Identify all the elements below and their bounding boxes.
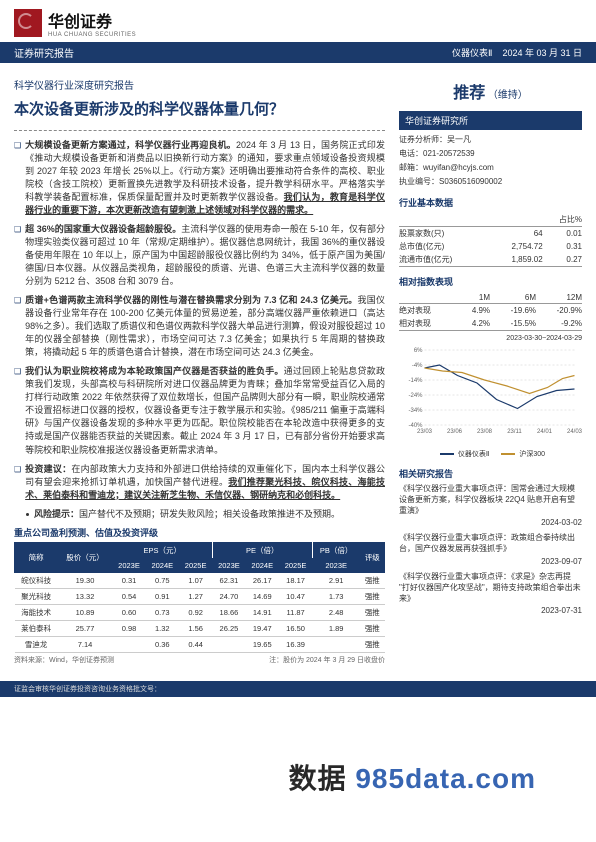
svg-text:23/06: 23/06	[447, 429, 463, 435]
svg-text:24/01: 24/01	[537, 429, 553, 435]
basic-table: 占比% 股票家数(只)640.01总市值(亿元)2,754.720.31流通市值…	[399, 213, 582, 267]
analyst-line: 邮箱：wuyifan@hcyjs.com	[399, 162, 582, 174]
table-note-l: 资料来源：Wind，华创证券预测	[14, 655, 114, 665]
reports-title: 相关研究报告	[399, 467, 582, 480]
title-bar: 证券研究报告 仪器仪表Ⅱ 2024 年 03 月 31 日	[0, 42, 596, 63]
logo-en: HUA CHUANG SECURITIES	[48, 32, 136, 38]
analyst-box-title: 华创证券研究所	[399, 111, 582, 130]
table-row: 雪迪龙7.140.360.4419.6516.39强推	[15, 637, 385, 653]
table-note-r: 注：股价为 2024 年 3 月 29 日收盘价	[269, 655, 385, 665]
divider	[14, 130, 385, 131]
bar-sector: 仪器仪表Ⅱ	[452, 46, 492, 59]
svg-text:-34%: -34%	[408, 408, 423, 414]
table-row: 海能技术10.890.600.730.9218.6614.9111.872.48…	[15, 605, 385, 621]
reco-sub: （维持）	[488, 90, 528, 101]
svg-text:6%: 6%	[414, 348, 423, 354]
report-date: 2023-09-07	[399, 557, 582, 566]
report-item: 《科学仪器行业重大事项点评：《求是》杂志再提 "打好仪器国产化攻坚战"，期待支持…	[399, 572, 582, 604]
footer-left: 证监会审核华创证券投资咨询业务资格批文号：	[14, 684, 161, 694]
svg-text:-24%: -24%	[408, 393, 423, 399]
svg-text:23/03: 23/03	[417, 429, 433, 435]
analyst-line: 执业编号：S0360516090002	[399, 176, 582, 188]
logo: 华创证券 HUA CHUANG SECURITIES	[14, 8, 136, 38]
page-title: 本次设备更新涉及的科学仪器体量几何？	[14, 100, 385, 120]
valuation-table: 简称股价（元）EPS（元）PE（倍）PB（倍）评级 2023E2024E2025…	[14, 542, 385, 653]
table-row: 聚光科技13.320.540.911.2724.7014.6910.471.73…	[15, 589, 385, 605]
chart-legend: 仪器仪表Ⅱ沪深300	[399, 449, 582, 459]
table-row: 皖仪科技19.300.310.751.0762.3126.1718.172.91…	[15, 573, 385, 589]
bar-left: 证券研究报告	[14, 45, 74, 60]
watermark: 数据 985data.com	[289, 757, 536, 797]
basic-title: 行业基本数据	[399, 196, 582, 209]
svg-text:23/11: 23/11	[507, 429, 522, 435]
chart-range: 2023-03-30~2024-03-29	[399, 335, 582, 342]
svg-text:-14%: -14%	[408, 378, 423, 384]
report-item: 《科学仪器行业重大事项点评：国常会通过大规模设备更新方案，科学仪器板块 22Q4…	[399, 484, 582, 516]
sub-title: 科学仪器行业深度研究报告	[14, 77, 385, 92]
perf-table: 1M6M12M 绝对表现4.9%-19.6%-20.9%相对表现4.2%-15.…	[399, 292, 582, 331]
analyst-line: 证券分析师：吴一凡	[399, 134, 582, 146]
bullet-text: 超 36%的国家重大仪器设备超龄服役。主流科学仪器的使用寿命一般在 5-10 年…	[25, 223, 385, 288]
report-date: 2024-03-02	[399, 518, 582, 527]
perf-title: 相对指数表现	[399, 275, 582, 288]
logo-mark	[14, 9, 42, 37]
bullet-text: 大规模设备更新方案通过，科学仪器行业再迎良机。2024 年 3 月 13 日，国…	[25, 139, 385, 217]
perf-chart: 6%-4%-14%-24%-34%-40%23/0323/0623/0823/1…	[399, 346, 582, 441]
svg-text:23/08: 23/08	[477, 429, 493, 435]
report-item: 《科学仪器行业重大事项点评：政策组合拳持续出台，国产仪器发展再获强抓手》	[399, 533, 582, 555]
footer: 证监会审核华创证券投资咨询业务资格批文号：	[0, 681, 596, 697]
svg-text:24/03: 24/03	[567, 429, 582, 435]
bar-date: 2024 年 03 月 31 日	[502, 46, 582, 59]
svg-text:-4%: -4%	[412, 363, 423, 369]
report-date: 2023-07-31	[399, 606, 582, 615]
logo-cn: 华创证券	[48, 8, 136, 32]
table-row: 莱伯泰科25.770.981.321.5626.2519.4716.501.89…	[15, 621, 385, 637]
risk-text: 风险提示：国产替代不及预期；研发失败风险；相关设备政策推进不及预期。	[34, 508, 385, 521]
bullet-text: 质谱+色谱两款主流科学仪器的刚性与潜在替换需求分别为 7.3 亿和 24.3 亿…	[25, 294, 385, 359]
recommendation: 推荐 （维持）	[399, 79, 582, 103]
table-title: 重点公司盈利预测、估值及投资评级	[14, 526, 385, 539]
bullet-text: 投资建议：在内部政策大力支持和外部进口供给持续的双重催化下，国内本土科学仪器公司…	[25, 463, 385, 502]
reco-main: 推荐	[453, 85, 485, 102]
bullet-text: 我们认为职业院校将成为本轮政策国产仪器是否获益的胜负手。通过回顾上轮贴息贷款政策…	[25, 365, 385, 456]
analyst-line: 电话：021-20572539	[399, 148, 582, 160]
